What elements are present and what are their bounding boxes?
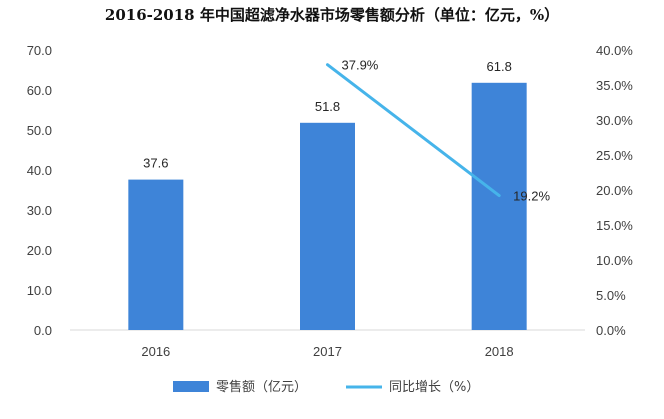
- y-right-tick-label: 20.0%: [596, 183, 633, 198]
- bar: [128, 179, 184, 330]
- y-right-tick-label: 5.0%: [596, 288, 626, 303]
- legend-line-label: 同比增长（%）: [389, 380, 479, 395]
- y-left-tick-label: 70.0: [27, 43, 52, 58]
- x-tick-label: 2018: [485, 344, 514, 359]
- y-right-tick-label: 40.0%: [596, 43, 633, 58]
- bar: [300, 122, 355, 330]
- y-right-tick-label: 25.0%: [596, 148, 633, 163]
- bar-data-label: 37.6: [143, 156, 168, 171]
- y-right-tick-label: 15.0%: [596, 218, 633, 233]
- y-left-tick-label: 30.0: [27, 203, 52, 218]
- growth-line: [326, 63, 501, 198]
- y-left-tick-label: 60.0: [27, 83, 52, 98]
- y-right-tick-label: 10.0%: [596, 253, 633, 268]
- chart-title: 2016-2018 年中国超滤净水器市场零售额分析（单位：亿元，%）: [104, 6, 560, 24]
- line-data-label: 19.2%: [513, 189, 550, 204]
- y-left-tick-label: 50.0: [27, 123, 52, 138]
- y-right-tick-label: 0.0%: [596, 323, 626, 338]
- bar-data-label: 51.8: [315, 99, 340, 114]
- legend-bar-swatch: [173, 381, 209, 392]
- y-right-tick-label: 30.0%: [596, 113, 633, 128]
- line-data-label: 37.9%: [342, 58, 379, 73]
- y-left-tick-label: 0.0: [34, 323, 52, 338]
- y-left-tick-label: 40.0: [27, 163, 52, 178]
- y-left-tick-label: 20.0: [27, 243, 52, 258]
- legend-bar-label: 零售额（亿元）: [216, 379, 307, 395]
- x-tick-label: 2017: [313, 344, 342, 359]
- bar: [471, 82, 527, 330]
- y-left-tick-label: 10.0: [27, 283, 52, 298]
- bar-data-label: 61.8: [487, 59, 512, 74]
- y-right-tick-label: 35.0%: [596, 78, 633, 93]
- x-tick-label: 2016: [141, 344, 170, 359]
